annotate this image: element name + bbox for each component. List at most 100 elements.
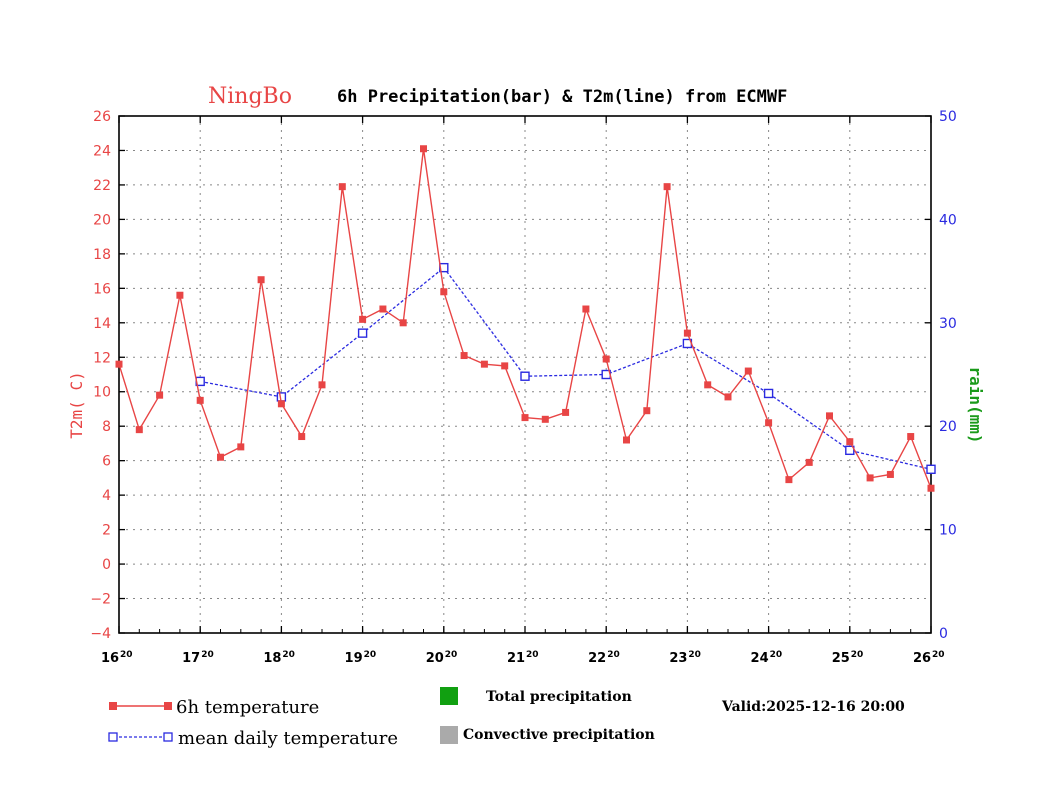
temperature-point	[582, 305, 590, 313]
chart-title-city: NingBo	[208, 84, 292, 109]
temperature-point	[623, 436, 630, 444]
y-left-tick-label: 10	[93, 385, 111, 401]
y-left-tick-label: −4	[90, 626, 111, 642]
temperature-point	[927, 484, 935, 492]
temperature-point	[501, 362, 509, 370]
x-tick-label-hour: 20	[120, 650, 133, 660]
y-axis-right-label: rain(mm)	[966, 366, 985, 443]
temperature-point	[196, 396, 204, 404]
y-left-tick-label: 0	[102, 557, 111, 573]
temperature-point	[886, 470, 894, 478]
temperature-point	[704, 381, 712, 389]
x-tick-label: 19	[345, 651, 363, 666]
temperature-point	[643, 407, 651, 415]
mean-temperature-point	[357, 328, 368, 338]
temperature-point	[359, 315, 367, 323]
temperature-point	[480, 360, 488, 368]
temperature-point	[785, 476, 793, 484]
x-tick-label-hour: 20	[282, 650, 295, 660]
temperature-point	[277, 400, 285, 408]
temperature-point	[318, 381, 326, 389]
temperature-point	[135, 426, 143, 434]
temperature-point	[683, 329, 691, 337]
temperature-line	[118, 148, 932, 489]
x-tick-label-hour: 20	[445, 650, 458, 660]
y-right-tick-label: 0	[939, 626, 948, 642]
mean-temperature-point	[845, 445, 855, 456]
y-left-tick-label: 22	[93, 178, 111, 194]
y-left-tick-label: 4	[102, 488, 111, 504]
x-tick-label: 21	[507, 651, 525, 666]
legend-convective-precip-swatch	[440, 726, 458, 744]
temperature-point	[420, 145, 427, 153]
temperature-point	[562, 408, 570, 416]
x-tick-label: 22	[588, 651, 606, 666]
legend-mean: mean daily temperature	[108, 728, 398, 749]
x-tick-label: 17	[182, 651, 200, 666]
mean-temperature-point	[520, 371, 530, 381]
y-left-tick-label: 14	[93, 316, 111, 332]
y-left-tick-label: 2	[102, 523, 111, 539]
temperature-point	[663, 183, 671, 191]
x-tick-label-hour: 20	[932, 650, 945, 660]
legend-convective-precip-label: Convective precipitation	[463, 727, 655, 743]
x-tick-label-hour: 20	[851, 650, 864, 660]
temperature-point	[521, 414, 529, 422]
chart-title: 6h Precipitation(bar) & T2m(line) from E…	[337, 87, 787, 107]
temperature-point	[826, 412, 833, 420]
y-left-tick-label: 12	[93, 350, 111, 366]
y-left-tick-label: 26	[93, 109, 111, 125]
temperature-point	[298, 433, 306, 441]
y-right-tick-label: 50	[939, 109, 957, 125]
temperature-point	[866, 474, 874, 482]
legend-total-precip: Total precipitation	[440, 687, 632, 705]
x-tick-label: 23	[669, 651, 687, 666]
temperature-point	[379, 305, 387, 313]
temperature-point	[541, 415, 549, 423]
x-tick-label-hour: 20	[201, 650, 214, 660]
temperature-point	[846, 438, 854, 446]
temperature-point	[440, 288, 448, 296]
x-tick-label: 26	[913, 651, 931, 666]
temperature-point	[338, 183, 346, 191]
legend-convective-precip: Convective precipitation	[440, 726, 655, 744]
x-tick-label-hour: 20	[770, 650, 783, 660]
legend-temperature: 6h temperature	[109, 697, 319, 718]
mean-temperature-point	[763, 388, 774, 399]
legend-total-precip-swatch	[440, 687, 458, 705]
legend-temperature-marker	[164, 702, 172, 710]
temperature-point	[399, 319, 407, 327]
y-left-tick-label: −2	[90, 592, 111, 608]
x-tick-label-hour: 20	[526, 650, 539, 660]
valid-time: Valid:2025-12-16 20:00	[721, 699, 905, 715]
temperature-point	[602, 355, 610, 363]
x-tick-label: 24	[751, 651, 769, 666]
series-mean-daily-temperature	[195, 262, 936, 474]
mean-temperature-line	[200, 266, 932, 470]
legend-mean-label: mean daily temperature	[178, 728, 398, 749]
temperature-point	[460, 352, 468, 360]
temperature-point	[765, 419, 773, 427]
y-left-tick-label: 8	[102, 419, 111, 435]
y-right-tick-label: 20	[939, 419, 957, 435]
temperature-point	[907, 433, 915, 441]
x-tick-label-hour: 20	[688, 650, 701, 660]
temperature-point	[156, 391, 164, 399]
x-tick-label: 18	[263, 651, 281, 666]
y-axis-left-label: T2m( C)	[67, 371, 86, 438]
temperature-point	[237, 443, 245, 451]
legend-total-precip-label: Total precipitation	[486, 689, 632, 705]
temperature-point	[257, 276, 265, 284]
y-right-tick-label: 10	[939, 523, 957, 539]
temperature-point	[724, 393, 732, 401]
x-tick-label-hour: 20	[607, 650, 620, 660]
mean-temperature-point	[926, 464, 936, 474]
y-left-tick-label: 20	[93, 212, 111, 228]
legend-temperature-marker	[109, 702, 117, 710]
y-left-tick-label: 18	[93, 247, 111, 263]
legend-mean-marker	[163, 732, 173, 742]
x-axis: 16 20 17 20 18 20 19 20 20 20 21 20 22 20 23 20 24 20 25 20…	[101, 116, 945, 666]
grid-lines	[119, 116, 931, 633]
